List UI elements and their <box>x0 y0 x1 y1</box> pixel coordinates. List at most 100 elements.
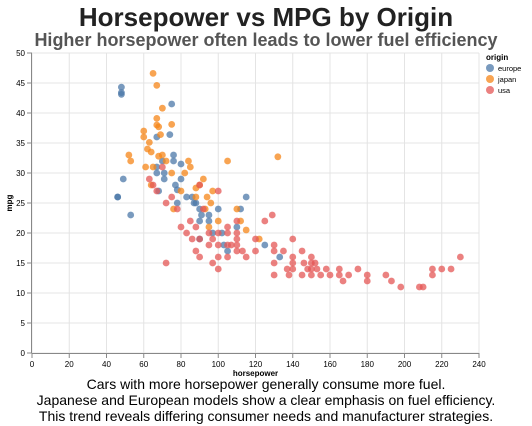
point-japan <box>199 175 207 183</box>
point-usa <box>192 247 200 255</box>
point-usa <box>186 217 194 225</box>
point-usa <box>354 265 362 273</box>
point-usa <box>192 223 200 231</box>
point-usa <box>149 181 157 189</box>
point-europe <box>118 83 125 91</box>
point-europe <box>242 193 250 201</box>
point-usa <box>429 271 436 279</box>
point-usa <box>199 205 207 213</box>
point-japan <box>162 157 170 165</box>
y-tick-label: 30 <box>16 169 25 178</box>
point-usa <box>322 265 330 273</box>
point-usa <box>153 187 161 195</box>
y-tick-label: 5 <box>21 319 26 328</box>
y-tick-label: 0 <box>21 349 26 358</box>
point-usa <box>345 271 353 279</box>
point-japan <box>168 121 176 128</box>
x-tick-label: 120 <box>249 360 263 369</box>
point-usa <box>270 259 278 267</box>
point-usa <box>145 175 153 183</box>
point-japan <box>168 169 176 177</box>
x-tick-label: 180 <box>361 360 375 369</box>
point-europe <box>160 175 168 183</box>
point-usa <box>289 235 297 243</box>
y-tick-label: 15 <box>16 259 25 268</box>
point-usa <box>188 235 196 243</box>
point-europe <box>166 131 174 139</box>
point-usa <box>285 271 293 279</box>
legend-title: origin <box>486 53 508 62</box>
point-japan <box>214 217 222 225</box>
point-japan <box>155 123 163 131</box>
point-europe <box>170 157 177 165</box>
x-tick-label: 160 <box>323 360 337 369</box>
point-europe <box>177 175 185 183</box>
caption-line-2: Japanese and European models show a clea… <box>36 392 496 408</box>
point-japan <box>185 157 192 165</box>
point-japan <box>242 226 250 234</box>
point-europe <box>205 211 213 219</box>
point-europe <box>173 199 181 207</box>
point-europe <box>177 160 185 168</box>
x-tick-label: 240 <box>472 360 486 369</box>
legend-label-japan: japan <box>497 75 516 84</box>
point-usa <box>270 241 278 249</box>
y-tick-label: 35 <box>16 139 25 148</box>
point-usa <box>339 277 347 285</box>
point-europe <box>233 223 241 231</box>
point-usa <box>252 247 259 255</box>
y-tick-label: 40 <box>16 109 25 118</box>
point-usa <box>270 247 278 255</box>
point-usa <box>205 229 213 237</box>
point-europe <box>170 151 177 159</box>
point-usa <box>363 277 371 285</box>
point-japan <box>140 133 148 141</box>
point-japan <box>177 187 185 195</box>
chart-title: Horsepower vs MPG by Origin <box>78 2 454 32</box>
point-japan <box>157 131 164 139</box>
point-usa <box>283 265 291 273</box>
x-tick-label: 220 <box>435 360 449 369</box>
legend-label-europe: europe <box>498 64 521 73</box>
point-europe <box>153 169 161 177</box>
point-usa <box>224 229 231 237</box>
point-usa <box>397 283 405 291</box>
point-usa <box>233 217 241 225</box>
point-japan <box>127 157 135 165</box>
y-tick-label: 50 <box>16 49 25 58</box>
point-usa <box>183 229 190 237</box>
point-usa <box>196 181 204 189</box>
chart-subtitle: Higher horsepower often leads to lower f… <box>34 30 498 50</box>
point-usa <box>227 241 235 249</box>
point-usa <box>214 265 222 273</box>
point-japan <box>205 223 213 231</box>
point-usa <box>313 265 321 273</box>
point-japan <box>142 163 150 171</box>
point-usa <box>261 217 269 225</box>
point-usa <box>326 271 334 279</box>
legend-label-usa: usa <box>498 86 511 95</box>
point-japan <box>233 205 241 213</box>
point-usa <box>289 265 297 273</box>
legend-swatch-usa <box>486 86 494 94</box>
point-usa <box>177 223 185 231</box>
point-japan <box>125 151 133 159</box>
point-usa <box>307 265 315 273</box>
point-japan <box>153 115 161 122</box>
point-japan <box>192 193 200 201</box>
point-japan <box>207 199 215 207</box>
x-tick-label: 200 <box>398 360 412 369</box>
point-usa <box>252 235 259 243</box>
point-usa <box>214 241 222 249</box>
point-usa <box>307 253 315 261</box>
x-tick-label: 60 <box>139 360 148 369</box>
point-usa <box>456 253 464 261</box>
point-usa <box>382 271 390 279</box>
point-usa <box>242 253 250 261</box>
point-usa <box>233 241 241 249</box>
point-japan <box>153 82 161 89</box>
x-tick-label: 0 <box>30 360 35 369</box>
point-europe <box>214 205 222 213</box>
data-points <box>114 70 464 291</box>
point-usa <box>233 235 241 243</box>
